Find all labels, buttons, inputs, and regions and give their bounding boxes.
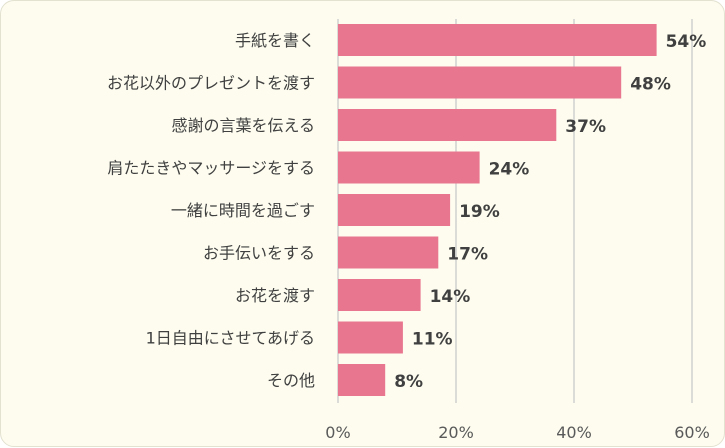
- bar: [338, 279, 421, 311]
- bar-layer: [338, 24, 657, 396]
- bar: [338, 66, 622, 99]
- bar: [338, 321, 403, 354]
- data-label: 24%: [489, 160, 530, 180]
- category-label: お花を渡す: [235, 286, 315, 305]
- data-label: 8%: [394, 372, 423, 392]
- data-label: 54%: [666, 32, 707, 52]
- x-tick-label: 20%: [438, 423, 474, 442]
- label-layer: 手紙を書く 54% お花以外のプレゼントを渡す 48% 感謝の言葉を伝える 37% 肩たたき…: [107, 31, 706, 392]
- bar: [338, 364, 386, 396]
- bar: [338, 194, 451, 226]
- category-label: 一緒に時間を過ごす: [171, 201, 315, 220]
- data-label: 37%: [565, 117, 606, 137]
- category-label: お手伝いをする: [203, 244, 315, 263]
- category-label: その他: [267, 371, 315, 390]
- category-label: 1日自由にさせてあげる: [146, 329, 315, 348]
- category-label: 感謝の言葉を伝える: [171, 116, 315, 135]
- bar: [338, 24, 657, 56]
- category-label: お花以外のプレゼントを渡す: [107, 74, 315, 93]
- data-label: 14%: [430, 287, 471, 307]
- category-label: 肩たたきやマッサージをする: [107, 159, 315, 178]
- x-tick-label: 0%: [325, 423, 350, 442]
- category-label: 手紙を書く: [235, 31, 315, 50]
- x-tick-label: 60%: [674, 423, 710, 442]
- bar: [338, 236, 439, 269]
- data-label: 48%: [630, 75, 671, 95]
- data-label: 17%: [447, 245, 488, 265]
- data-label: 11%: [412, 330, 453, 350]
- x-tick-label: 40%: [556, 423, 592, 442]
- x-axis-ticks: 0% 20% 40% 60%: [325, 423, 709, 442]
- bar: [338, 151, 480, 184]
- data-label: 19%: [459, 202, 500, 222]
- bar: [338, 109, 557, 141]
